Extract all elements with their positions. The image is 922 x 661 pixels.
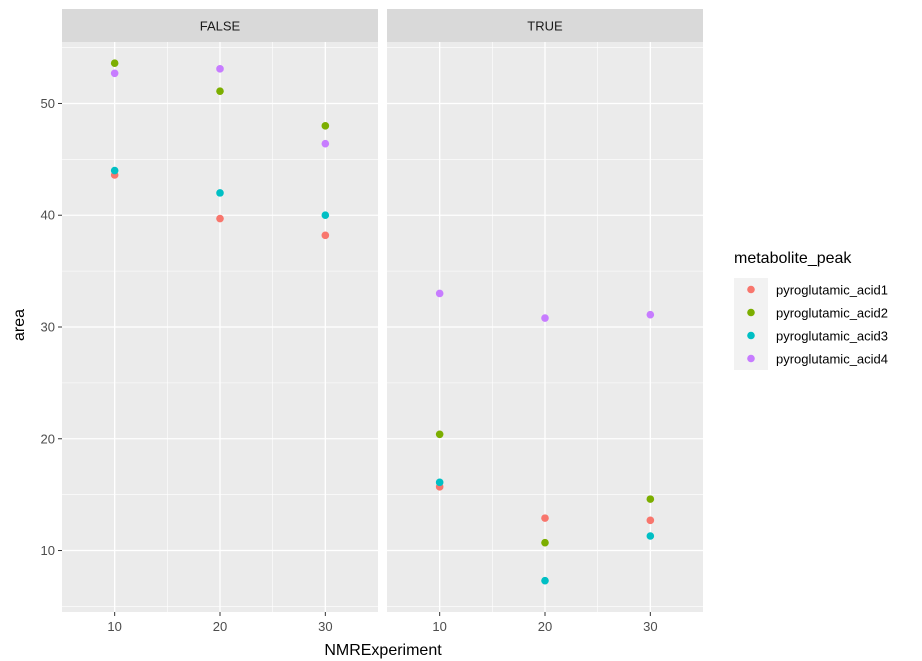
legend-key-pyroglutamic_acid1 <box>747 285 755 294</box>
x-tick-label: 20 <box>538 619 552 634</box>
y-tick-label: 50 <box>41 96 55 111</box>
x-axis-title: NMRExperiment <box>324 642 442 659</box>
y-tick-label: 20 <box>41 431 55 446</box>
data-point-pyroglutamic_acid2 <box>541 538 549 547</box>
data-point-pyroglutamic_acid4 <box>541 314 549 322</box>
data-point-pyroglutamic_acid4 <box>646 310 655 319</box>
legend-key-pyroglutamic_acid2 <box>747 308 755 317</box>
panel-false: FALSE <box>62 9 378 612</box>
data-point-pyroglutamic_acid1 <box>646 516 655 525</box>
data-point-pyroglutamic_acid3 <box>541 576 549 585</box>
data-point-pyroglutamic_acid3 <box>110 166 119 175</box>
y-tick-label: 10 <box>41 543 55 558</box>
data-point-pyroglutamic_acid3 <box>435 478 444 487</box>
data-point-pyroglutamic_acid4 <box>110 69 119 78</box>
data-point-pyroglutamic_acid3 <box>321 211 330 220</box>
legend-key-pyroglutamic_acid3 <box>747 331 755 340</box>
x-tick-label: 20 <box>213 619 227 634</box>
data-point-pyroglutamic_acid4 <box>216 65 224 73</box>
data-point-pyroglutamic_acid4 <box>321 139 330 148</box>
data-point-pyroglutamic_acid2 <box>216 87 224 95</box>
y-axis-title: area <box>11 309 28 341</box>
data-point-pyroglutamic_acid1 <box>541 514 549 522</box>
legend-key-pyroglutamic_acid4 <box>747 354 755 363</box>
legend-label-pyroglutamic_acid3: pyroglutamic_acid3 <box>776 329 888 344</box>
facet-strip <box>62 9 378 42</box>
data-point-pyroglutamic_acid2 <box>110 59 119 68</box>
x-tick-label: 30 <box>318 619 332 634</box>
legend: metabolite_peak pyroglutamic_acid1pyrogl… <box>734 250 888 370</box>
legend-label-pyroglutamic_acid4: pyroglutamic_acid4 <box>776 352 888 367</box>
data-point-pyroglutamic_acid1 <box>216 214 224 223</box>
data-point-pyroglutamic_acid1 <box>321 231 330 240</box>
legend-label-pyroglutamic_acid1: pyroglutamic_acid1 <box>776 283 888 298</box>
legend-title: metabolite_peak <box>734 250 852 267</box>
x-tick-label: 30 <box>643 619 657 634</box>
data-point-pyroglutamic_acid4 <box>435 289 444 298</box>
facet-strip-label: FALSE <box>200 19 241 34</box>
x-tick-label: 10 <box>432 619 446 634</box>
panel-true: TRUE <box>387 9 703 612</box>
facet-strip-label: TRUE <box>527 19 563 34</box>
facet-strip <box>387 9 703 42</box>
panels: FALSE TRUE <box>62 9 703 612</box>
data-point-pyroglutamic_acid2 <box>321 122 330 130</box>
data-point-pyroglutamic_acid3 <box>646 532 655 540</box>
data-point-pyroglutamic_acid2 <box>646 495 655 503</box>
x-axis: 10 20 30 10 20 30 <box>107 612 658 634</box>
y-axis: 10 20 30 40 50 <box>41 96 62 558</box>
y-tick-label: 40 <box>41 208 55 223</box>
y-tick-label: 30 <box>41 320 55 335</box>
data-point-pyroglutamic_acid2 <box>435 430 444 439</box>
x-tick-label: 10 <box>107 619 121 634</box>
data-point-pyroglutamic_acid3 <box>216 189 224 197</box>
legend-label-pyroglutamic_acid2: pyroglutamic_acid2 <box>776 306 888 321</box>
